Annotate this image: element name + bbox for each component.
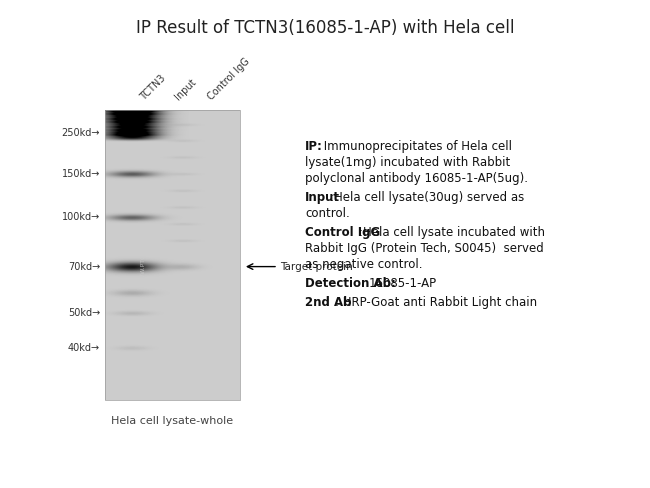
- Text: WWW.PTGLAB.COM: WWW.PTGLAB.COM: [140, 224, 146, 285]
- Text: 50kd→: 50kd→: [68, 308, 100, 318]
- Text: polyclonal antibody 16085-1-AP(5ug).: polyclonal antibody 16085-1-AP(5ug).: [305, 172, 528, 185]
- Text: IP Result of TCTN3(16085-1-AP) with Hela cell: IP Result of TCTN3(16085-1-AP) with Hela…: [136, 19, 514, 37]
- Text: Immunoprecipitates of Hela cell: Immunoprecipitates of Hela cell: [320, 140, 512, 153]
- Text: 2nd Ab: 2nd Ab: [305, 296, 352, 309]
- Text: Input: Input: [172, 77, 198, 102]
- Text: Control IgG: Control IgG: [206, 56, 252, 102]
- Text: : HRP-Goat anti Rabbit Light chain: : HRP-Goat anti Rabbit Light chain: [335, 296, 537, 309]
- Text: lysate(1mg) incubated with Rabbit: lysate(1mg) incubated with Rabbit: [305, 156, 510, 169]
- Text: :Hela cell lysate incubated with: :Hela cell lysate incubated with: [359, 226, 545, 239]
- Text: 70kd→: 70kd→: [68, 262, 100, 272]
- Text: control.: control.: [305, 207, 350, 220]
- Text: Hela cell lysate-whole: Hela cell lysate-whole: [111, 416, 233, 426]
- Text: 250kd→: 250kd→: [62, 128, 100, 138]
- Text: :Hela cell lysate(30ug) served as: :Hela cell lysate(30ug) served as: [330, 191, 524, 204]
- Text: Input: Input: [305, 191, 340, 204]
- Text: Rabbit IgG (Protein Tech, S0045)  served: Rabbit IgG (Protein Tech, S0045) served: [305, 242, 544, 255]
- Text: 150kd→: 150kd→: [62, 169, 100, 179]
- Text: Detection Ab:: Detection Ab:: [305, 277, 396, 290]
- Text: 100kd→: 100kd→: [62, 212, 100, 223]
- Text: Control IgG: Control IgG: [305, 226, 380, 239]
- Text: IP:: IP:: [305, 140, 323, 153]
- Text: Target protein: Target protein: [280, 262, 353, 272]
- Text: 40kd→: 40kd→: [68, 343, 100, 353]
- Text: TCTN3: TCTN3: [138, 73, 168, 102]
- Bar: [105, 110, 240, 400]
- Text: 16085-1-AP: 16085-1-AP: [369, 277, 437, 290]
- Text: as negative control.: as negative control.: [305, 258, 422, 271]
